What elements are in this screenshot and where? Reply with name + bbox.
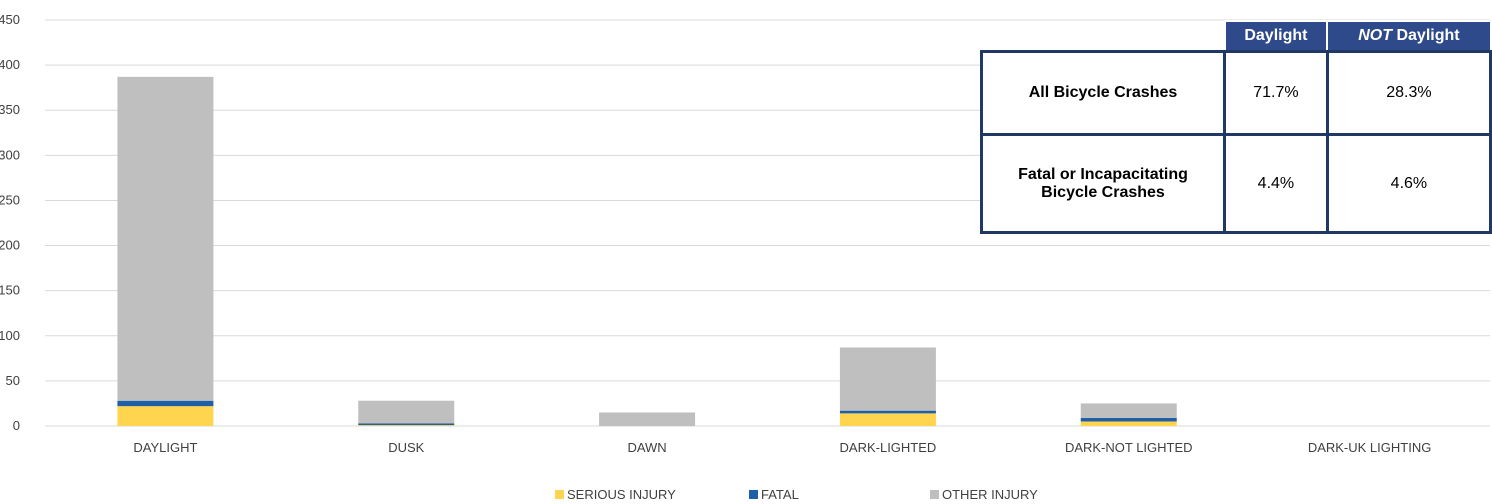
x-category-label: DARK-NOT LIGHTED bbox=[1065, 440, 1193, 455]
legend-item: FATAL bbox=[749, 486, 799, 504]
bar-segment-fatal bbox=[1080, 417, 1177, 422]
legend-item: SERIOUS INJURY bbox=[555, 486, 676, 504]
bar-segment-serious-injury bbox=[839, 413, 936, 426]
legend-label: SERIOUS INJURY bbox=[567, 487, 676, 502]
y-tick-label: 100 bbox=[0, 328, 20, 343]
y-tick-label: 200 bbox=[0, 238, 20, 253]
bar-segment-other-injury bbox=[1080, 403, 1177, 418]
y-tick-label: 300 bbox=[0, 147, 20, 162]
x-category-label: DAWN bbox=[627, 440, 666, 455]
bar-segment-other-injury bbox=[117, 76, 214, 401]
y-tick-label: 400 bbox=[0, 57, 20, 72]
y-tick-label: 50 bbox=[6, 373, 20, 388]
y-tick-label: 0 bbox=[13, 418, 20, 433]
bar-segment-serious-injury bbox=[1080, 421, 1177, 426]
legend-swatch bbox=[749, 490, 758, 499]
y-tick-label: 150 bbox=[0, 283, 20, 298]
summary-table: Daylight NOT Daylight All Bicycle Crashe… bbox=[980, 20, 1492, 234]
summary-header-not-daylight: NOT Daylight bbox=[1326, 20, 1492, 53]
x-category-label: DAYLIGHT bbox=[133, 440, 197, 455]
summary-cell-daylight: 4.4% bbox=[1223, 133, 1329, 234]
bar-segment-serious-injury bbox=[117, 406, 214, 426]
summary-header-not-rest: Daylight bbox=[1392, 27, 1460, 44]
legend-label: OTHER INJURY bbox=[942, 487, 1038, 502]
x-category-label: DUSK bbox=[388, 440, 424, 455]
y-tick-label: 250 bbox=[0, 192, 20, 207]
bars bbox=[117, 76, 1177, 426]
legend-item: OTHER INJURY bbox=[930, 486, 1038, 504]
summary-cell-not-daylight: 4.6% bbox=[1325, 133, 1492, 234]
bar-segment-other-injury bbox=[839, 347, 936, 411]
y-tick-label: 350 bbox=[0, 102, 20, 117]
summary-row-label: All Bicycle Crashes bbox=[980, 50, 1226, 136]
bar-segment-fatal bbox=[117, 400, 214, 407]
gridlines bbox=[45, 19, 1490, 427]
summary-cell-daylight: 71.7% bbox=[1223, 50, 1329, 136]
legend-label: FATAL bbox=[761, 487, 799, 502]
x-category-label: DARK-UK LIGHTING bbox=[1308, 440, 1432, 455]
x-category-label: DARK-LIGHTED bbox=[840, 440, 937, 455]
summary-row: All Bicycle Crashes 71.7% 28.3% bbox=[980, 50, 1492, 136]
summary-cell-not-daylight: 28.3% bbox=[1325, 50, 1492, 136]
summary-header-not-emphasis: NOT bbox=[1358, 27, 1393, 44]
summary-blank-header bbox=[981, 21, 1225, 52]
bar-segment-other-injury bbox=[358, 400, 455, 424]
bar-segment-fatal bbox=[839, 410, 936, 414]
y-tick-label: 450 bbox=[0, 12, 20, 27]
x-axis-categories: DAYLIGHT DUSK DAWN DARK-LIGHTED DARK-NOT LIG… bbox=[133, 440, 1431, 455]
summary-row-label: Fatal or Incapacitating Bicycle Crashes bbox=[980, 133, 1226, 234]
bar-segment-other-injury bbox=[599, 412, 696, 426]
bar-chart: 0 50 100 150 200 250 300 350 400 450 DAYLIGHT DUSK… bbox=[0, 12, 1490, 455]
y-axis-ticks: 0 50 100 150 200 250 300 350 400 450 bbox=[0, 12, 20, 433]
legend-swatch bbox=[555, 490, 564, 499]
bar-segment-serious-injury bbox=[358, 425, 455, 426]
legend: SERIOUS INJURY FATAL OTHER INJURY bbox=[0, 486, 1492, 504]
legend-swatch bbox=[930, 490, 939, 499]
summary-row: Fatal or Incapacitating Bicycle Crashes … bbox=[980, 133, 1492, 234]
summary-header-daylight: Daylight bbox=[1223, 20, 1329, 53]
bar-segment-fatal bbox=[358, 423, 455, 426]
